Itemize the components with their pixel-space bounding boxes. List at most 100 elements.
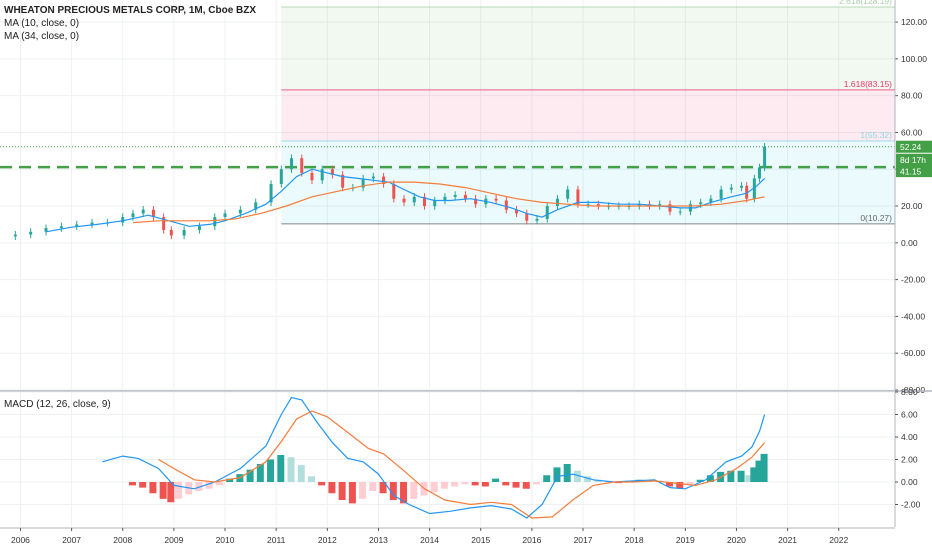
macd-histogram-bar bbox=[128, 482, 136, 486]
y-tick-label: 120.00 bbox=[901, 17, 927, 27]
macd-histogram-bar bbox=[727, 470, 735, 482]
macd-histogram-bar bbox=[307, 476, 315, 482]
macd-y-tick-label: 4.00 bbox=[901, 432, 918, 442]
candle-body bbox=[576, 189, 580, 205]
x-tick-label: 2013 bbox=[369, 535, 388, 545]
macd-histogram-bar bbox=[139, 482, 147, 488]
macd-histogram-bar bbox=[533, 482, 540, 485]
x-tick-label: 2011 bbox=[267, 535, 286, 545]
candle-body bbox=[535, 218, 539, 221]
y-tick-label: 20.00 bbox=[901, 201, 923, 211]
macd-y-tick-label: 6.00 bbox=[901, 410, 918, 420]
macd-pane: 8.00 6.00 4.00 2.00 0.00 -2.00 bbox=[0, 387, 921, 527]
main-price-pane: 120.00100.0080.0060.0040.0020.000.00-20.… bbox=[0, 0, 932, 527]
macd-histogram-bar bbox=[543, 475, 551, 482]
x-tick-label: 2018 bbox=[625, 535, 644, 545]
ma10-legend: MA (10, close, 0) bbox=[4, 18, 80, 29]
candle-body bbox=[290, 158, 294, 170]
macd-histogram-bar bbox=[665, 482, 673, 487]
x-tick-label: 2015 bbox=[471, 535, 490, 545]
macd-legend: MACD (12, 26, close, 9) bbox=[4, 398, 111, 411]
macd-histogram-bar bbox=[522, 482, 530, 489]
main-legend: WHEATON PRECIOUS METALS CORP, 1M, Cboe B… bbox=[4, 4, 256, 43]
macd-histogram-bar bbox=[755, 460, 763, 482]
candle-body bbox=[169, 229, 173, 236]
macd-label: MACD (12, 26, close, 9) bbox=[4, 399, 111, 410]
ma34-line bbox=[132, 181, 765, 224]
y-tick-label: 100.00 bbox=[901, 54, 927, 64]
macd-histogram-bar bbox=[745, 475, 753, 482]
candle-body bbox=[709, 198, 713, 203]
price-tag-level: 41.15 bbox=[900, 167, 922, 177]
candle-body bbox=[752, 178, 756, 199]
candle-body bbox=[474, 198, 478, 205]
price-tag-last-bg bbox=[896, 140, 932, 153]
x-tick-label: 2022 bbox=[829, 535, 848, 545]
candle-body bbox=[59, 226, 63, 229]
candle-body bbox=[320, 169, 324, 181]
x-tick-label: 2010 bbox=[216, 535, 235, 545]
x-tick-label: 2021 bbox=[778, 535, 797, 545]
macd-histogram-bar bbox=[553, 467, 561, 482]
candle-body bbox=[515, 209, 519, 214]
candle-body bbox=[433, 200, 437, 207]
x-tick-label: 2007 bbox=[62, 535, 81, 545]
candle-body bbox=[596, 204, 600, 207]
macd-histogram-bar bbox=[328, 482, 336, 494]
macd-histogram-bar bbox=[338, 482, 346, 500]
candle-body bbox=[740, 185, 744, 188]
candle-body bbox=[213, 217, 217, 227]
candle-body bbox=[75, 224, 79, 227]
candle-body bbox=[566, 189, 570, 199]
macd-histogram-bar bbox=[573, 470, 581, 482]
fib-zone-upper bbox=[281, 7, 895, 90]
candle-body bbox=[371, 176, 375, 179]
fib-level-label: 1.618(83.15) bbox=[844, 79, 892, 89]
candle-body bbox=[197, 226, 201, 230]
x-tick-label: 2009 bbox=[164, 535, 183, 545]
macd-histogram-bar bbox=[359, 482, 367, 499]
candle-body bbox=[757, 167, 761, 179]
candle-body bbox=[545, 206, 549, 219]
candle-body bbox=[555, 198, 559, 207]
x-tick-label: 2008 bbox=[113, 535, 132, 545]
macd-histogram-bar bbox=[215, 482, 223, 486]
macd-y-tick-label: 2.00 bbox=[901, 455, 918, 465]
candle-body bbox=[121, 217, 125, 223]
macd-histogram-bar bbox=[348, 482, 356, 504]
macd-histogram-bar bbox=[195, 482, 203, 491]
candle-body bbox=[658, 204, 662, 207]
macd-histogram-bar bbox=[389, 482, 397, 500]
candle-body bbox=[151, 209, 155, 218]
macd-histogram-bar bbox=[451, 482, 459, 487]
macd-histogram-bar bbox=[760, 453, 768, 482]
candle-body bbox=[238, 209, 242, 214]
candle-body bbox=[719, 189, 723, 199]
macd-histogram-bar bbox=[676, 482, 684, 489]
ma34-legend: MA (34, close, 0) bbox=[4, 31, 80, 42]
symbol-title: WHEATON PRECIOUS METALS CORP, 1M, Cboe B… bbox=[4, 5, 257, 16]
fib-zone-lower bbox=[281, 141, 895, 224]
candle-body bbox=[668, 204, 672, 212]
macd-histogram-bar bbox=[410, 482, 418, 499]
price-tag-countdown-bg bbox=[896, 153, 932, 166]
macd-histogram-bar bbox=[696, 479, 704, 482]
x-tick-label: 2016 bbox=[522, 535, 541, 545]
macd-histogram-bar bbox=[246, 469, 254, 482]
candle-body bbox=[182, 229, 186, 236]
candle-body bbox=[131, 213, 135, 218]
candle-body bbox=[13, 234, 17, 237]
candle-body bbox=[341, 174, 345, 188]
candle-body bbox=[678, 211, 682, 213]
y-tick-label: -60.00 bbox=[901, 348, 925, 358]
macd-histogram-bar bbox=[159, 482, 167, 499]
macd-histogram-bar bbox=[430, 482, 438, 493]
ma10-line bbox=[45, 168, 766, 233]
y-tick-label: 80.00 bbox=[901, 91, 923, 101]
macd-y-tick-label: 8.00 bbox=[901, 387, 918, 397]
x-tick-label: 2019 bbox=[676, 535, 695, 545]
candle-body bbox=[402, 198, 406, 203]
candle-body bbox=[586, 204, 590, 206]
macd-histogram-bar bbox=[750, 467, 758, 482]
